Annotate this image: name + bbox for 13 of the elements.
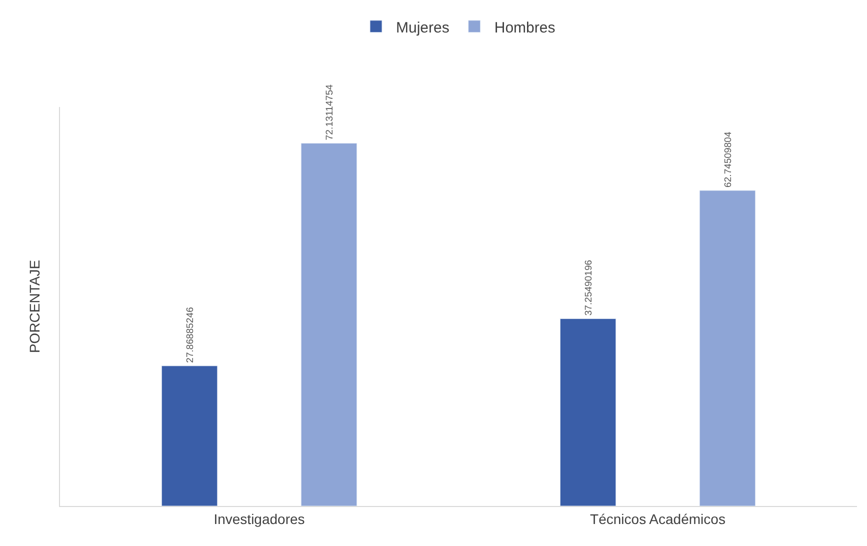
legend-label: Mujeres [396,19,450,36]
bar [161,366,218,506]
data-label: 62.74509804 [722,131,734,188]
bar [300,143,358,506]
data-label: 27.86885246 [184,307,196,363]
x-tick-label: Investigadores [214,510,305,527]
legend-label: Hombres [494,19,556,36]
data-label: 72.13114754 [324,84,336,140]
data-label: 37.25490196 [583,260,594,316]
bar [699,190,756,506]
y-axis-title: PORCENTAJE [26,260,43,354]
bar [560,318,616,506]
x-tick-label: Técnicos Académicos [590,510,726,527]
